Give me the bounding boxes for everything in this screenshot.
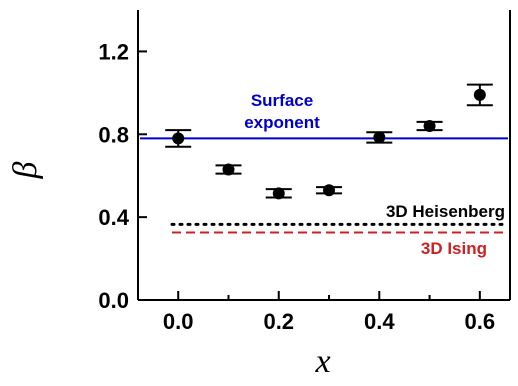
axis-ticks: 0.0 0.4 0.8 1.2 0.0 0.2 0.4 0.6	[98, 39, 495, 334]
reference-lines	[140, 137, 508, 234]
data-point	[222, 163, 235, 176]
y-tick-label: 0.4	[98, 205, 129, 230]
data-point	[172, 132, 185, 145]
ising-label: 3D Ising	[421, 239, 487, 258]
plot-frame	[137, 10, 511, 301]
surface-label-line2: exponent	[244, 113, 320, 132]
heisenberg-label: 3D Heisenberg	[386, 202, 505, 221]
y-tick-label: 0.0	[98, 288, 129, 313]
x-tick-label: 0.6	[465, 309, 496, 334]
y-axis-label: β	[7, 161, 44, 179]
x-tick-label: 0.4	[364, 309, 395, 334]
x-axis-label: x	[314, 343, 330, 380]
data-point	[323, 184, 336, 197]
data-point	[373, 131, 386, 144]
data-point	[423, 120, 436, 132]
x-tick-label: 0.0	[163, 309, 194, 334]
data-point	[272, 187, 285, 200]
x-tick-label: 0.2	[263, 309, 294, 334]
surface-label-line1: Surface	[251, 91, 313, 110]
data-point	[473, 88, 486, 101]
y-tick-label: 1.2	[98, 39, 129, 64]
data-points	[165, 83, 493, 200]
y-tick-label: 0.8	[98, 122, 129, 147]
